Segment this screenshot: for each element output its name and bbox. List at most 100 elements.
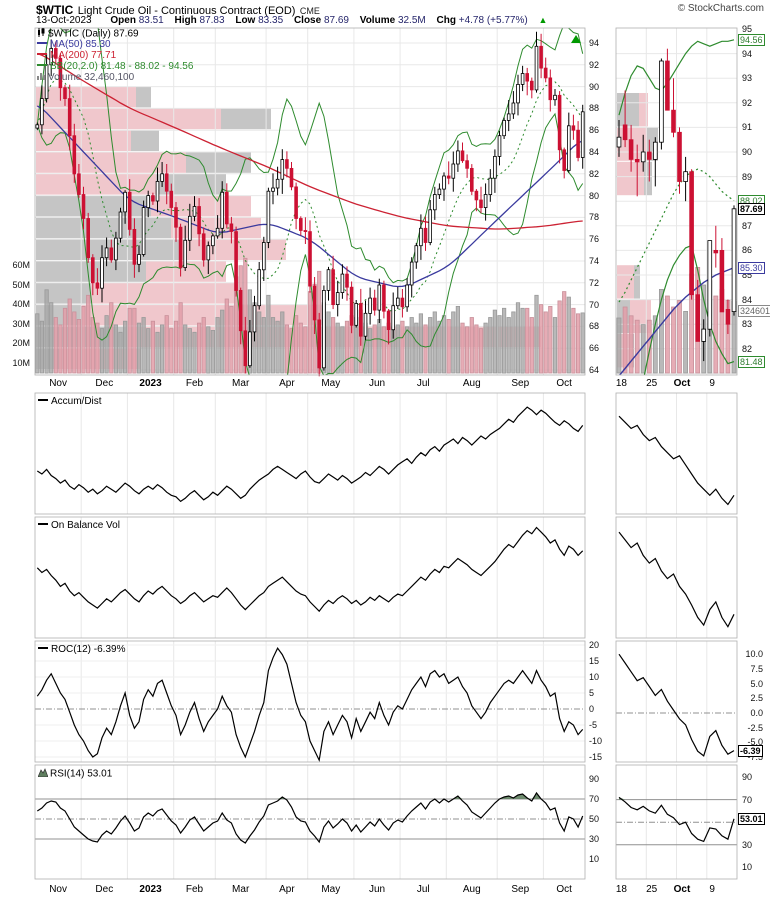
- rsi-axis-tick: 90: [589, 774, 600, 784]
- volume-axis-tick: 20M: [12, 338, 30, 349]
- price-axis-tick: 88: [589, 103, 600, 114]
- mini-price-axis-tick: 95: [742, 24, 753, 34]
- mini-x-axis-label: 25: [646, 378, 658, 389]
- mini-price-axis-tick: 89: [742, 171, 753, 182]
- rsi-label: RSI(14) 53.01: [37, 768, 112, 780]
- mini-rsi-axis-tick: 90: [742, 772, 753, 782]
- mini-price-axis-tick: 93: [742, 73, 753, 84]
- mini-roc-axis-tick: 5.0: [750, 678, 763, 689]
- price-axis-tick: 94: [589, 38, 600, 48]
- price-tag-81.48: 81.48: [738, 355, 765, 368]
- price-axis-tick: 82: [589, 168, 600, 179]
- x-axis-month-label: Dec: [95, 378, 114, 389]
- legend-ma50: MA(50) 85.30: [37, 39, 193, 50]
- legend-volume: Volume 32,460,100: [37, 72, 193, 83]
- x-axis-month-label: Oct: [556, 378, 572, 389]
- quote-line: 13-Oct-2023 Open 83.51 High 87.83 Low 83…: [36, 15, 547, 26]
- roc-axis-tick: 0: [589, 704, 595, 714]
- price-axis-tick: 74: [589, 256, 600, 266]
- roc-swatch: [38, 647, 48, 650]
- roc-axis-tick: 15: [589, 656, 600, 666]
- mini-roc-axis-tick: -5.0: [747, 737, 763, 748]
- mini-x-axis-label: Oct: [673, 884, 691, 895]
- mini-roc-axis-tick: -2.5: [747, 722, 763, 733]
- mini-roc-axis-tick: 2.5: [750, 693, 763, 704]
- price-axis-tick: 86: [589, 125, 600, 136]
- mini-price-axis-tick: 86: [742, 245, 753, 256]
- roc-axis-tick: -5: [589, 720, 598, 730]
- mini-roc-axis-tick: 0.0: [750, 708, 763, 718]
- roc-label: ROC(12) -6.39%: [38, 644, 125, 655]
- price-axis-tick: 90: [589, 81, 600, 92]
- candlestick-icon: [37, 28, 46, 40]
- mini-price-axis-tick: 90: [742, 147, 753, 157]
- mini-x-axis-label: 9: [709, 378, 715, 389]
- mini-x-axis-label: Oct: [673, 378, 691, 389]
- price-axis-tick: 64: [589, 365, 600, 375]
- mini-price-axis-tick: 94: [742, 48, 753, 59]
- bb-swatch: [37, 64, 47, 67]
- price-tag-32460100: 32460100: [738, 304, 770, 317]
- x-axis-month-label: Mar: [232, 378, 250, 389]
- roc-axis-tick: 5: [589, 688, 595, 698]
- rsi-axis-tick: 10: [589, 854, 600, 864]
- symbol: $WTIC: [36, 3, 74, 17]
- mini-price-axis-tick: 84: [742, 294, 753, 305]
- rsi-axis-tick: 30: [589, 834, 600, 844]
- x-axis-month-label: May: [321, 884, 341, 895]
- rsi-mountain-icon: [37, 768, 49, 780]
- mini-x-axis-label: 18: [615, 378, 627, 389]
- quote-date: 13-Oct-2023: [36, 15, 92, 26]
- x-axis-month-label: Mar: [232, 884, 250, 895]
- ma200-swatch: [37, 53, 47, 56]
- up-arrow-icon: ▲: [538, 15, 548, 25]
- obv-swatch: [38, 523, 48, 526]
- price-tag-85.30: 85.30: [738, 261, 765, 274]
- obv-label: On Balance Vol: [38, 520, 120, 531]
- x-axis-month-label: Sep: [511, 884, 530, 895]
- mini-price-axis-tick: 91: [742, 122, 753, 133]
- exchange-label: CME: [299, 6, 320, 16]
- price-tag-53.01: 53.01: [738, 812, 765, 825]
- mini-price-axis-tick: 87: [742, 220, 753, 231]
- x-axis-month-label: May: [321, 378, 341, 389]
- price-axis-tick: 78: [589, 212, 600, 223]
- quote-low: Low 83.35: [235, 15, 284, 26]
- mini-roc-axis-tick: 10.0: [745, 649, 763, 660]
- price-axis-tick: 92: [589, 59, 600, 70]
- mini-price-axis-tick: 82: [742, 343, 753, 354]
- mini-x-axis-label: 25: [646, 884, 658, 895]
- mini-price-axis-tick: 85: [742, 270, 753, 280]
- price-axis-tick: 80: [589, 190, 600, 201]
- rsi-axis-tick: 50: [589, 814, 600, 824]
- roc-axis-tick: -15: [589, 752, 603, 762]
- x-axis-month-label: Aug: [462, 378, 481, 389]
- x-axis-month-label: Feb: [185, 378, 204, 389]
- legend-bollinger: BB(20,2.0) 81.48 - 88.02 - 94.56: [37, 61, 193, 72]
- price-tag-94.56: 94.56: [738, 33, 765, 46]
- volume-axis-tick: 50M: [12, 279, 30, 290]
- price-axis-tick: 84: [589, 147, 600, 157]
- legend-ma200: MA(200) 77.71: [37, 50, 193, 61]
- price-axis-tick: 72: [589, 277, 600, 288]
- x-axis-month-label: Aug: [462, 884, 481, 895]
- x-axis-month-label: Jul: [416, 884, 430, 895]
- rsi-axis-tick: 70: [589, 794, 600, 804]
- quote-high: High 87.83: [174, 15, 225, 26]
- mini-price-axis-tick: 92: [742, 97, 753, 108]
- x-axis-month-label: Oct: [556, 884, 572, 895]
- mini-x-axis-label: 9: [709, 884, 715, 895]
- green-triangle-marker: [571, 35, 581, 43]
- volume-axis-tick: 10M: [12, 358, 30, 368]
- legend-symbol: $WTIC (Daily) 87.69: [37, 28, 193, 40]
- mini-rsi-axis-tick: 10: [742, 862, 753, 873]
- overlay-legend: $WTIC (Daily) 87.69 MA(50) 85.30 MA(200)…: [37, 28, 193, 83]
- x-axis-month-label: Jul: [416, 378, 430, 389]
- ma50-swatch: [37, 42, 47, 45]
- chart-header: $WTIC Light Crude Oil - Continuous Contr…: [36, 1, 320, 19]
- x-axis-month-label: Jun: [368, 884, 386, 895]
- page-title: Light Crude Oil - Continuous Contract (E…: [77, 5, 296, 17]
- price-axis-tick: 70: [589, 299, 600, 310]
